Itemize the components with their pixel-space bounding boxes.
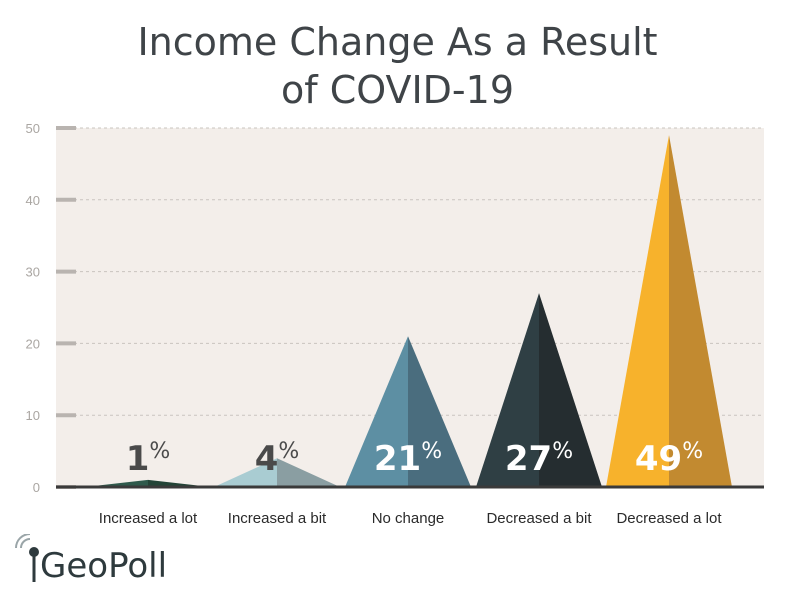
y-tick-label: 30: [26, 265, 40, 280]
y-tick-label: 50: [26, 121, 40, 136]
logo-word-rest: eoPoll: [66, 546, 168, 586]
y-tick-label: 40: [26, 193, 40, 208]
data-label: 4%: [255, 439, 300, 479]
bar-0-left: [85, 479, 148, 487]
data-label: 27%: [505, 439, 573, 479]
y-tick-label: 10: [26, 408, 40, 423]
x-tick-label: No change: [372, 510, 445, 527]
bar-3-left: [476, 293, 539, 487]
x-tick-label: Increased a bit: [228, 510, 327, 527]
bar-1-right: [277, 458, 340, 487]
chart-title-line-2: of COVID-19: [280, 68, 514, 112]
y-tick-label: 0: [33, 480, 40, 495]
geopoll-logo: GeoPoll: [12, 534, 212, 594]
data-label: 49%: [635, 439, 703, 479]
bar-3-right: [539, 293, 602, 487]
bar-4-left: [606, 135, 669, 487]
x-tick-label: Increased a lot: [99, 510, 198, 527]
data-label: 21%: [374, 439, 442, 479]
y-tick-label: 20: [26, 336, 40, 351]
logo-letter-g: G: [40, 546, 67, 586]
x-tick-label: Decreased a lot: [616, 510, 722, 527]
bar-1-left: [214, 458, 277, 487]
chart-title: Income Change As a Result of COVID-19: [0, 18, 795, 114]
logo-text: GeoPoll: [40, 546, 167, 586]
x-tick-label: Decreased a bit: [486, 510, 592, 527]
chart-title-line-1: Income Change As a Result: [137, 20, 658, 64]
bar-2-left: [345, 336, 408, 487]
bar-0-right: [148, 479, 211, 487]
bar-2-right: [408, 336, 471, 487]
bar-4-right: [669, 135, 732, 487]
data-label: 1%: [126, 439, 171, 479]
signal-icon: [15, 534, 39, 582]
